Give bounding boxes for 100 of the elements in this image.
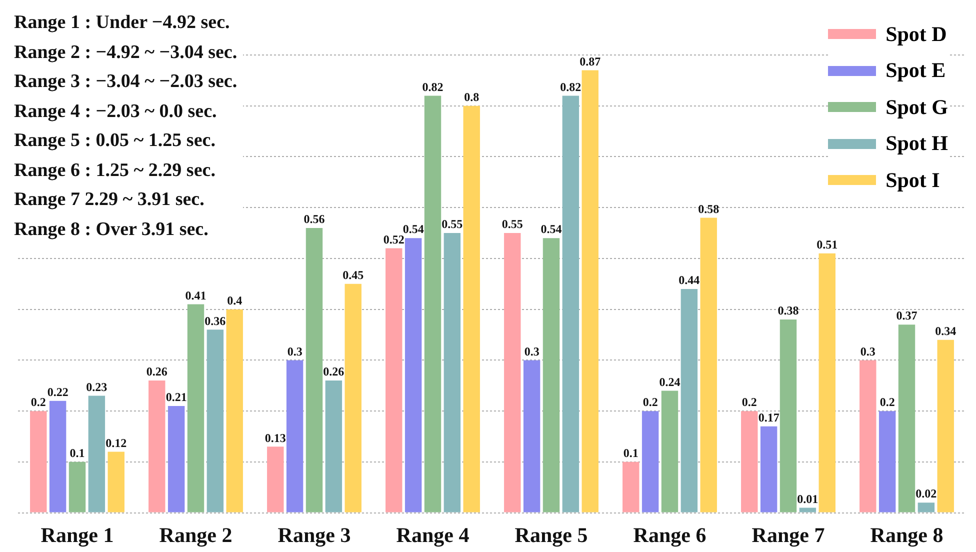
data-label: 0.2: [880, 395, 895, 410]
data-label: 0.37: [896, 308, 918, 323]
bar: [700, 218, 717, 512]
bar: [88, 396, 106, 512]
bar: [622, 462, 640, 512]
data-label: 0.82: [422, 80, 444, 94]
legend-label: Spot H: [886, 131, 948, 156]
x-tick-label: Range 8: [870, 522, 944, 547]
bar: [30, 411, 47, 512]
data-label: 0.02: [916, 486, 937, 501]
data-label: 0.87: [580, 54, 601, 68]
bar: [68, 462, 86, 512]
bar: [267, 446, 284, 512]
x-tick-label: Range 6: [633, 522, 706, 547]
bar: [760, 426, 778, 512]
annotation: Range 6 : 1.25 ~ 2.29 sec.: [14, 158, 216, 182]
data-label: 0.24: [659, 374, 680, 389]
bar: [898, 324, 916, 512]
data-label: 0.3: [524, 344, 540, 358]
bar: [463, 106, 480, 512]
bar: [108, 452, 124, 512]
data-label: 0.82: [560, 80, 582, 94]
bar: [562, 96, 580, 512]
data-label: 0.17: [758, 410, 780, 424]
bar: [878, 411, 896, 512]
legend-label: Spot D: [886, 22, 947, 47]
data-label: 0.36: [204, 314, 226, 328]
annotation: Range 3 : −3.04 ~ −2.03 sec.: [14, 70, 238, 94]
bar: [582, 70, 598, 512]
data-label: 0.3: [287, 344, 302, 358]
bar: [424, 96, 442, 512]
data-label: 0.1: [623, 446, 638, 460]
data-label: 0.55: [442, 217, 463, 232]
data-label: 0.23: [86, 380, 108, 394]
data-label: 0.2: [30, 395, 46, 410]
data-label: 0.51: [816, 237, 838, 252]
data-label: 0.21: [166, 390, 187, 404]
annotation: Range 5 : 0.05 ~ 1.25 sec.: [14, 129, 216, 153]
data-label: 0.26: [323, 364, 344, 379]
bar: [523, 360, 540, 512]
data-label: 0.12: [106, 436, 127, 450]
bar: [542, 238, 560, 512]
bar: [226, 309, 243, 512]
bar: [780, 320, 797, 512]
bar: [344, 284, 362, 512]
data-label: 0.2: [742, 395, 757, 410]
data-label: 0.13: [264, 430, 286, 445]
bar: [49, 400, 66, 512]
data-label: 0.45: [342, 268, 364, 282]
x-tick-label: Range 1: [40, 522, 114, 547]
annotation: Range 4 : −2.03 ~ 0.0 sec.: [14, 100, 218, 124]
data-label: 0.44: [678, 273, 700, 288]
bar: [386, 248, 402, 512]
bar: [799, 508, 816, 512]
bar: [937, 340, 954, 512]
annotation: Range 2 : −4.92 ~ −3.04 sec.: [14, 40, 238, 64]
bar: [741, 411, 758, 512]
data-label: 0.41: [185, 288, 206, 302]
data-label: 0.4: [227, 293, 242, 308]
data-label: 0.2: [642, 395, 658, 410]
legend-label: Spot G: [886, 94, 948, 120]
bar: [286, 360, 304, 512]
x-tick-label: Range 4: [396, 522, 470, 547]
x-tick-label: Range 7: [752, 522, 825, 547]
bar: [206, 330, 224, 512]
bar: [860, 360, 876, 512]
text: Range 1 : Under −4.92 sec.: [14, 11, 231, 35]
annotation: Range 7 2.29 ~ 3.91 sec.: [14, 188, 206, 212]
bar: [918, 502, 935, 512]
bar: [148, 380, 166, 512]
annotation: Range 8 : Over 3.91 sec.: [14, 218, 210, 242]
data-label: 0.34: [935, 324, 956, 338]
bar: [404, 238, 422, 512]
bar: [818, 253, 836, 512]
x-tick-label: Range 2: [159, 522, 232, 547]
data-label: 0.01: [797, 492, 818, 506]
bar: [325, 380, 342, 512]
data-label: 0.58: [698, 202, 720, 216]
bar: [504, 233, 521, 512]
data-label: 0.52: [383, 232, 404, 246]
bar: [444, 233, 461, 512]
bar: [168, 406, 185, 512]
bar: [661, 390, 678, 512]
data-label: 0.55: [502, 217, 523, 232]
data-label: 0.54: [540, 222, 562, 236]
data-label: 0.26: [146, 364, 168, 379]
legend-label: Spot E: [886, 58, 946, 84]
data-label: 0.22: [47, 384, 68, 399]
x-tick-label: Range 5: [514, 522, 588, 547]
data-label: 0.3: [860, 344, 876, 358]
legend-label: Spot I: [886, 168, 940, 193]
data-label: 0.8: [464, 90, 480, 104]
data-label: 0.56: [304, 212, 325, 226]
bar: [306, 228, 323, 512]
data-label: 0.1: [70, 446, 85, 460]
bar: [642, 411, 659, 512]
data-label: 0.54: [402, 222, 424, 236]
bar: [187, 304, 204, 512]
bar: [680, 288, 698, 512]
x-tick-label: Range 3: [278, 522, 351, 547]
